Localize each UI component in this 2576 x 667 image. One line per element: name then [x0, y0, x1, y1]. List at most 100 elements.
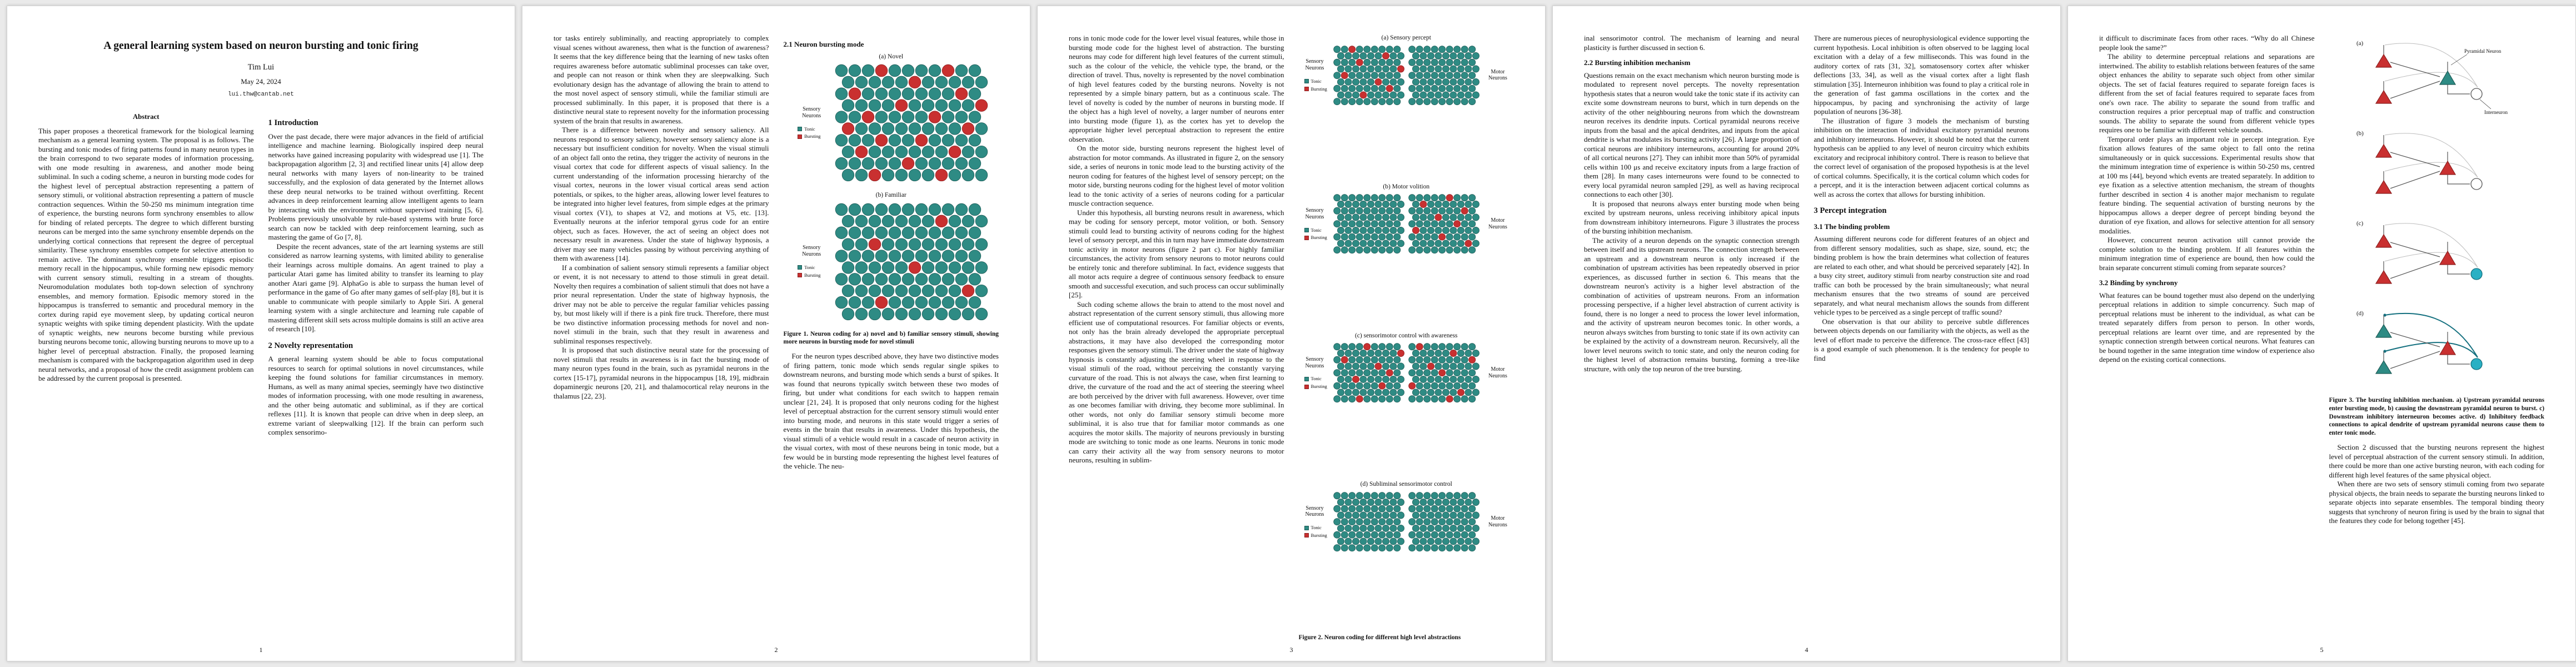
tonic-neuron: [1457, 201, 1464, 208]
tonic-neuron: [935, 307, 948, 320]
tonic-neuron: [935, 146, 948, 158]
tonic-neuron: [1393, 71, 1401, 79]
tonic-neuron: [1374, 65, 1382, 73]
tonic-neuron: [1356, 492, 1363, 500]
tonic-neuron: [862, 296, 875, 308]
tonic-neuron: [1356, 45, 1363, 53]
figure-legend: Tonic Bursting: [1300, 78, 1330, 92]
tonic-neuron: [1419, 498, 1427, 506]
tonic-neuron: [1341, 194, 1348, 202]
tonic-neuron: [1367, 511, 1374, 519]
tonic-neuron: [1427, 65, 1434, 73]
tonic-neuron: [1352, 498, 1359, 506]
annotation-label: Interneuron: [2484, 109, 2508, 115]
tonic-neuron: [1453, 194, 1461, 202]
tonic-neuron: [1374, 537, 1382, 545]
tonic-neuron: [1461, 97, 1468, 105]
tonic-neuron: [1363, 518, 1371, 526]
tonic-neuron: [1419, 362, 1427, 370]
tonic-neuron: [969, 226, 981, 239]
tonic-neuron: [1453, 531, 1461, 539]
tonic-neuron: [1352, 52, 1359, 59]
tonic-neuron: [1453, 343, 1461, 351]
tonic-neuron: [1341, 84, 1348, 92]
grid-title: Motor Neurons: [1488, 515, 1507, 528]
tonic-neuron: [1344, 201, 1352, 208]
tonic-neuron: [1457, 511, 1464, 519]
tonic-neuron: [935, 261, 948, 274]
tonic-neuron: [1461, 492, 1468, 500]
tonic-neuron: [1438, 531, 1446, 539]
tonic-neuron: [1464, 524, 1472, 532]
tonic-neuron: [882, 307, 895, 320]
bursting-neuron: [875, 296, 888, 308]
tonic-neuron: [1431, 492, 1438, 500]
tonic-neuron: [1427, 240, 1434, 247]
tonic-neuron: [1356, 233, 1363, 241]
tonic-neuron: [1434, 227, 1442, 235]
legend-item: Tonic: [1304, 525, 1322, 531]
tonic-neuron: [929, 87, 941, 101]
tonic-neuron: [1393, 492, 1401, 500]
tonic-neuron: [1363, 45, 1371, 53]
tonic-neuron: [1341, 220, 1348, 228]
bursting-neuron: [1374, 78, 1382, 86]
tonic-neuron: [1371, 71, 1378, 79]
panel-label: (a) Sensory percept: [1381, 34, 1431, 41]
body-paragraph: It is proposed that neurons always enter…: [1584, 199, 1800, 236]
tonic-neuron: [1453, 233, 1461, 241]
tonic-neuron: [1442, 91, 1449, 99]
bursting-neuron: [1412, 227, 1419, 235]
feedback-connection: [2385, 133, 2478, 178]
tonic-neuron: [1453, 45, 1461, 53]
tonic-neuron: [915, 157, 928, 170]
tonic-neuron: [1416, 58, 1423, 66]
tonic-neuron: [1408, 45, 1416, 53]
tonic-neuron: [1356, 97, 1363, 105]
tonic-neuron: [975, 76, 988, 89]
paper-email: lui.thw@cantab.net: [228, 91, 294, 98]
tonic-neuron: [1378, 71, 1386, 79]
tonic-neuron: [1416, 97, 1423, 105]
tonic-neuron: [1434, 91, 1442, 99]
tonic-neuron: [1461, 343, 1468, 351]
tonic-neuron: [1393, 343, 1401, 351]
tonic-neuron: [1374, 524, 1382, 532]
tonic-neuron: [1442, 524, 1449, 532]
tonic-neuron: [975, 215, 988, 227]
legend-label: Tonic: [804, 265, 815, 271]
tonic-swatch: [1304, 525, 1309, 530]
legend-label: Bursting: [1311, 86, 1327, 92]
tonic-neuron: [1472, 78, 1479, 86]
tonic-neuron: [869, 122, 881, 135]
grid-side-label-block: Motor Neurons: [1483, 366, 1513, 380]
tonic-neuron: [1363, 246, 1371, 254]
tonic-neuron: [1382, 537, 1389, 545]
tonic-neuron: [1348, 531, 1356, 539]
tonic-neuron: [1408, 220, 1416, 228]
tonic-neuron: [1427, 389, 1434, 396]
tonic-neuron: [1408, 71, 1416, 79]
tonic-neuron: [1464, 201, 1472, 208]
tonic-neuron: [1468, 71, 1476, 79]
tonic-neuron: [962, 99, 975, 112]
tonic-neuron: [1434, 362, 1442, 370]
tonic-neuron: [915, 226, 928, 239]
tonic-neuron: [969, 111, 981, 123]
tonic-neuron: [1427, 52, 1434, 59]
tonic-neuron: [942, 226, 955, 239]
tonic-neuron: [1446, 356, 1453, 364]
tonic-neuron: [835, 134, 848, 147]
tonic-neuron: [875, 203, 888, 216]
tonic-neuron: [1389, 511, 1397, 519]
tonic-neuron: [1416, 207, 1423, 215]
tonic-neuron: [1371, 369, 1378, 377]
tonic-neuron: [1438, 45, 1446, 53]
tonic-neuron: [1363, 207, 1371, 215]
bursting-neuron: [862, 111, 875, 123]
tonic-neuron: [1438, 343, 1446, 351]
tonic-neuron: [1468, 369, 1476, 377]
tonic-neuron: [1419, 78, 1427, 86]
grid-title: Sensory Neurons: [802, 106, 821, 119]
tonic-neuron: [1389, 362, 1397, 370]
